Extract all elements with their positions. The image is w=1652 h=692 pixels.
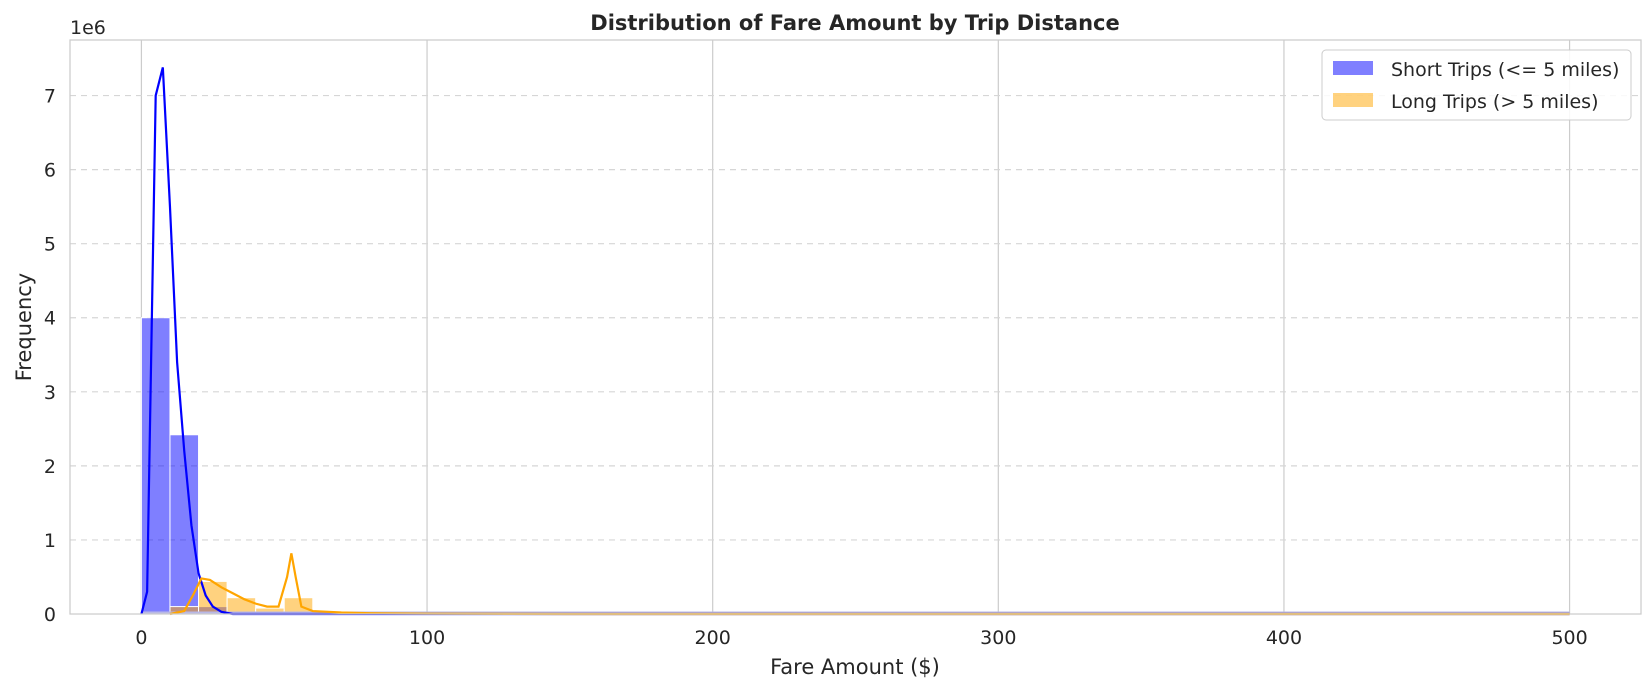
y-tick-label: 2: [44, 456, 56, 478]
x-tick-label: 400: [1266, 627, 1302, 649]
kde-line-short-trips: [140, 67, 1570, 616]
y-multiplier-label: 1e6: [70, 17, 106, 39]
x-tick-label: 300: [980, 627, 1016, 649]
y-tick-label: 4: [44, 308, 56, 330]
y-axis-label: Frequency: [12, 273, 36, 382]
y-tick-label: 6: [44, 160, 56, 182]
y-grid: [70, 94, 1641, 541]
legend: Short Trips (<= 5 miles) Long Trips (> 5…: [1321, 49, 1632, 121]
y-tick-label: 1: [44, 530, 56, 552]
legend-label-long-trips: Long Trips (> 5 miles): [1391, 91, 1599, 113]
y-tick-labels: 0 1 2 3 4 5 6 7: [44, 86, 56, 626]
y-tick-label: 5: [44, 234, 56, 256]
legend-swatch-short-trips: [1333, 61, 1373, 75]
x-tick-labels: 0 100 200 300 400 500: [135, 627, 1587, 649]
plot-background: [70, 40, 1641, 614]
x-tick-label: 500: [1551, 627, 1587, 649]
x-tick-label: 200: [695, 627, 731, 649]
kde-line-long-trips: [169, 553, 1570, 616]
x-axis-label: Fare Amount ($): [770, 655, 940, 679]
bar-short-trips: [140, 317, 171, 615]
y-tick-label: 7: [44, 86, 56, 108]
y-tick-label: 3: [44, 382, 56, 404]
kde-lines: [140, 67, 1570, 616]
legend-box: [1321, 49, 1632, 121]
chart-title: Distribution of Fare Amount by Trip Dist…: [590, 11, 1119, 35]
y-tick-label: 0: [44, 604, 56, 626]
x-tick-label: 0: [135, 627, 147, 649]
legend-swatch-long-trips: [1333, 93, 1373, 107]
bar-short-trips: [169, 434, 200, 615]
legend-label-short-trips: Short Trips (<= 5 miles): [1391, 59, 1619, 81]
x-tick-label: 100: [409, 627, 445, 649]
plot-frame: [69, 39, 1642, 615]
